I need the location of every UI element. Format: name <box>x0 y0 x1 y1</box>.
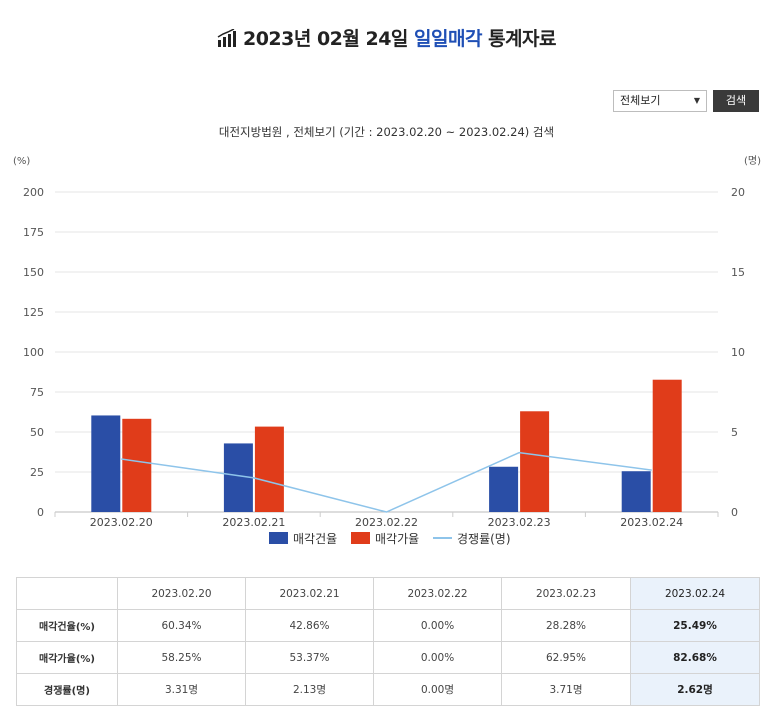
table-header-cell: 2023.02.20 <box>117 577 246 610</box>
y-right-unit: (명) <box>744 155 761 167</box>
y-right-tick-label: 15 <box>731 266 745 279</box>
bar-sale-price-rate <box>652 379 682 512</box>
title-highlight: 일일매각 <box>414 28 482 50</box>
table-cell: 3.31명 <box>117 673 246 706</box>
table-header-cell: 2023.02.24 <box>630 577 760 610</box>
x-tick-label: 2023.02.22 <box>355 516 418 529</box>
table-cell: 53.37% <box>245 641 374 674</box>
view-select-value: 전체보기 <box>620 94 661 107</box>
x-tick-label: 2023.02.20 <box>90 516 153 529</box>
x-tick-label: 2023.02.21 <box>222 516 285 529</box>
table-header-row: 2023.02.20 2023.02.21 2023.02.22 2023.02… <box>16 577 760 610</box>
legend-label: 매각가율 <box>375 532 419 546</box>
y-left-tick-label: 125 <box>23 306 44 319</box>
bar-chart-up-icon <box>217 28 237 52</box>
y-left-tick-label: 100 <box>23 346 44 359</box>
bar-sale-price-rate <box>122 418 152 512</box>
y-left-tick-label: 0 <box>37 506 44 519</box>
y-left-tick-label: 25 <box>30 466 44 479</box>
table-row: 매각가율(%) 58.25% 53.37% 0.00% 62.95% 82.68… <box>16 641 760 674</box>
table-cell: 0.00% <box>373 609 502 642</box>
competition-rate-line <box>121 451 652 513</box>
view-select[interactable]: 전체보기 ▼ <box>613 90 707 112</box>
row-label: 매각가율(%) <box>16 641 118 674</box>
y-left-tick-label: 50 <box>30 426 44 439</box>
y-left-unit: (%) <box>13 156 30 167</box>
title-suffix: 통계자료 <box>481 28 556 50</box>
y-right-tick-label: 5 <box>731 426 738 439</box>
bar-sale-count-rate <box>489 466 519 512</box>
search-button[interactable]: 검색 <box>713 90 759 112</box>
y-left-tick-label: 175 <box>23 226 44 239</box>
y-right-tick-label: 0 <box>731 506 738 519</box>
table-header-cell: 2023.02.21 <box>245 577 374 610</box>
y-right-tick-label: 20 <box>731 186 745 199</box>
row-label: 매각건율(%) <box>16 609 118 642</box>
search-controls: 전체보기 ▼ 검색 <box>613 90 759 112</box>
table-cell: 25.49% <box>630 609 760 642</box>
table-header-cell <box>16 577 118 610</box>
chart: 0 25 50 75 100 125 150 175 200 0 5 10 15 20 (%) (명) 2023… <box>13 155 761 546</box>
legend-swatch <box>269 532 288 544</box>
table-cell: 82.68% <box>630 641 760 674</box>
legend-swatch <box>351 532 370 544</box>
table-cell: 3.71명 <box>501 673 631 706</box>
table-header-cell: 2023.02.22 <box>373 577 502 610</box>
legend-label: 매각건율 <box>293 532 337 546</box>
x-tick-label: 2023.02.23 <box>488 516 551 529</box>
bar-sale-price-rate <box>520 411 550 512</box>
stats-table: 2023.02.20 2023.02.21 2023.02.22 2023.02… <box>16 577 760 706</box>
table-cell: 0.00명 <box>373 673 502 706</box>
legend-label: 경쟁률(명) <box>457 532 511 546</box>
table-row: 경쟁률(명) 3.31명 2.13명 0.00명 3.71명 2.62명 <box>16 673 760 706</box>
caret-down-icon: ▼ <box>693 96 700 105</box>
y-right-tick-label: 10 <box>731 346 745 359</box>
table-cell: 62.95% <box>501 641 631 674</box>
table-header-cell: 2023.02.23 <box>501 577 631 610</box>
bar-sale-price-rate <box>254 426 284 512</box>
table-row: 매각건율(%) 60.34% 42.86% 0.00% 28.28% 25.49… <box>16 609 760 642</box>
table-cell: 2.62명 <box>630 673 760 706</box>
row-label: 경쟁률(명) <box>16 673 118 706</box>
title-prefix: 2023년 02월 24일 <box>242 28 415 50</box>
page-title: 2023년 02월 24일 일일매각 통계자료 <box>0 24 773 52</box>
table-cell: 60.34% <box>117 609 246 642</box>
table-cell: 58.25% <box>117 641 246 674</box>
table-cell: 2.13명 <box>245 673 374 706</box>
y-left-tick-label: 150 <box>23 266 44 279</box>
y-left-tick-label: 200 <box>23 186 44 199</box>
table-cell: 42.86% <box>245 609 374 642</box>
bar-sale-count-rate <box>621 471 651 512</box>
x-tick-label: 2023.02.24 <box>620 516 683 529</box>
table-cell: 0.00% <box>373 641 502 674</box>
table-cell: 28.28% <box>501 609 631 642</box>
bar-sale-count-rate <box>91 415 121 512</box>
chart-subtitle: 대전지방법원 , 전체보기 (기간 : 2023.02.20 ~ 2023.02… <box>218 125 555 139</box>
y-left-tick-label: 75 <box>30 386 44 399</box>
